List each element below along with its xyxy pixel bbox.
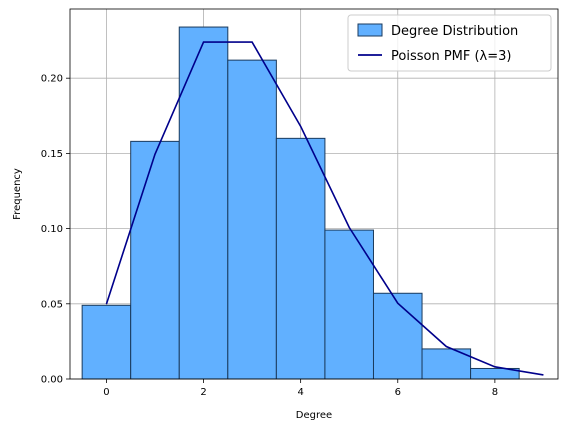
histogram-bar-5: [324, 229, 374, 380]
histogram-bar-3: [227, 59, 277, 380]
x-axis-ticks: 0 2 4 6 8: [103, 379, 498, 398]
x-tick-label-0: 0: [103, 387, 109, 398]
poisson-line: [105, 41, 544, 376]
x-axis-label: Degree: [296, 410, 332, 421]
x-tick-label-2: 4: [297, 387, 303, 398]
histogram-bar-6: [372, 292, 423, 380]
legend: Degree Distribution Poisson PMF (λ=3): [347, 14, 552, 72]
y-tick-label-2: 0.10: [41, 224, 63, 235]
legend-label-poisson: Poisson PMF (λ=3): [391, 49, 511, 64]
x-tick-label-3: 6: [395, 387, 401, 398]
x-tick-label-1: 2: [200, 387, 206, 398]
histogram-bar-0: [81, 304, 132, 380]
legend-swatch-degree-distribution: [357, 23, 383, 37]
plot-frame: [69, 8, 559, 380]
histogram-bar-4: [275, 137, 326, 380]
y-tick-label-3: 0.15: [41, 149, 63, 160]
y-tick-label-4: 0.20: [41, 74, 63, 85]
poisson-pmf-line: [105, 41, 544, 376]
legend-box: [347, 14, 552, 72]
y-axis-label: Frequency: [12, 168, 23, 220]
y-axis-ticks: 0.00 0.05 0.10 0.15 0.20: [41, 74, 70, 386]
x-tick-label-4: 8: [492, 387, 498, 398]
y-tick-label-0: 0.00: [41, 375, 63, 386]
y-tick-label-1: 0.05: [41, 299, 63, 310]
legend-label-degree-distribution: Degree Distribution: [391, 24, 518, 39]
histogram-bar-1: [130, 140, 180, 380]
